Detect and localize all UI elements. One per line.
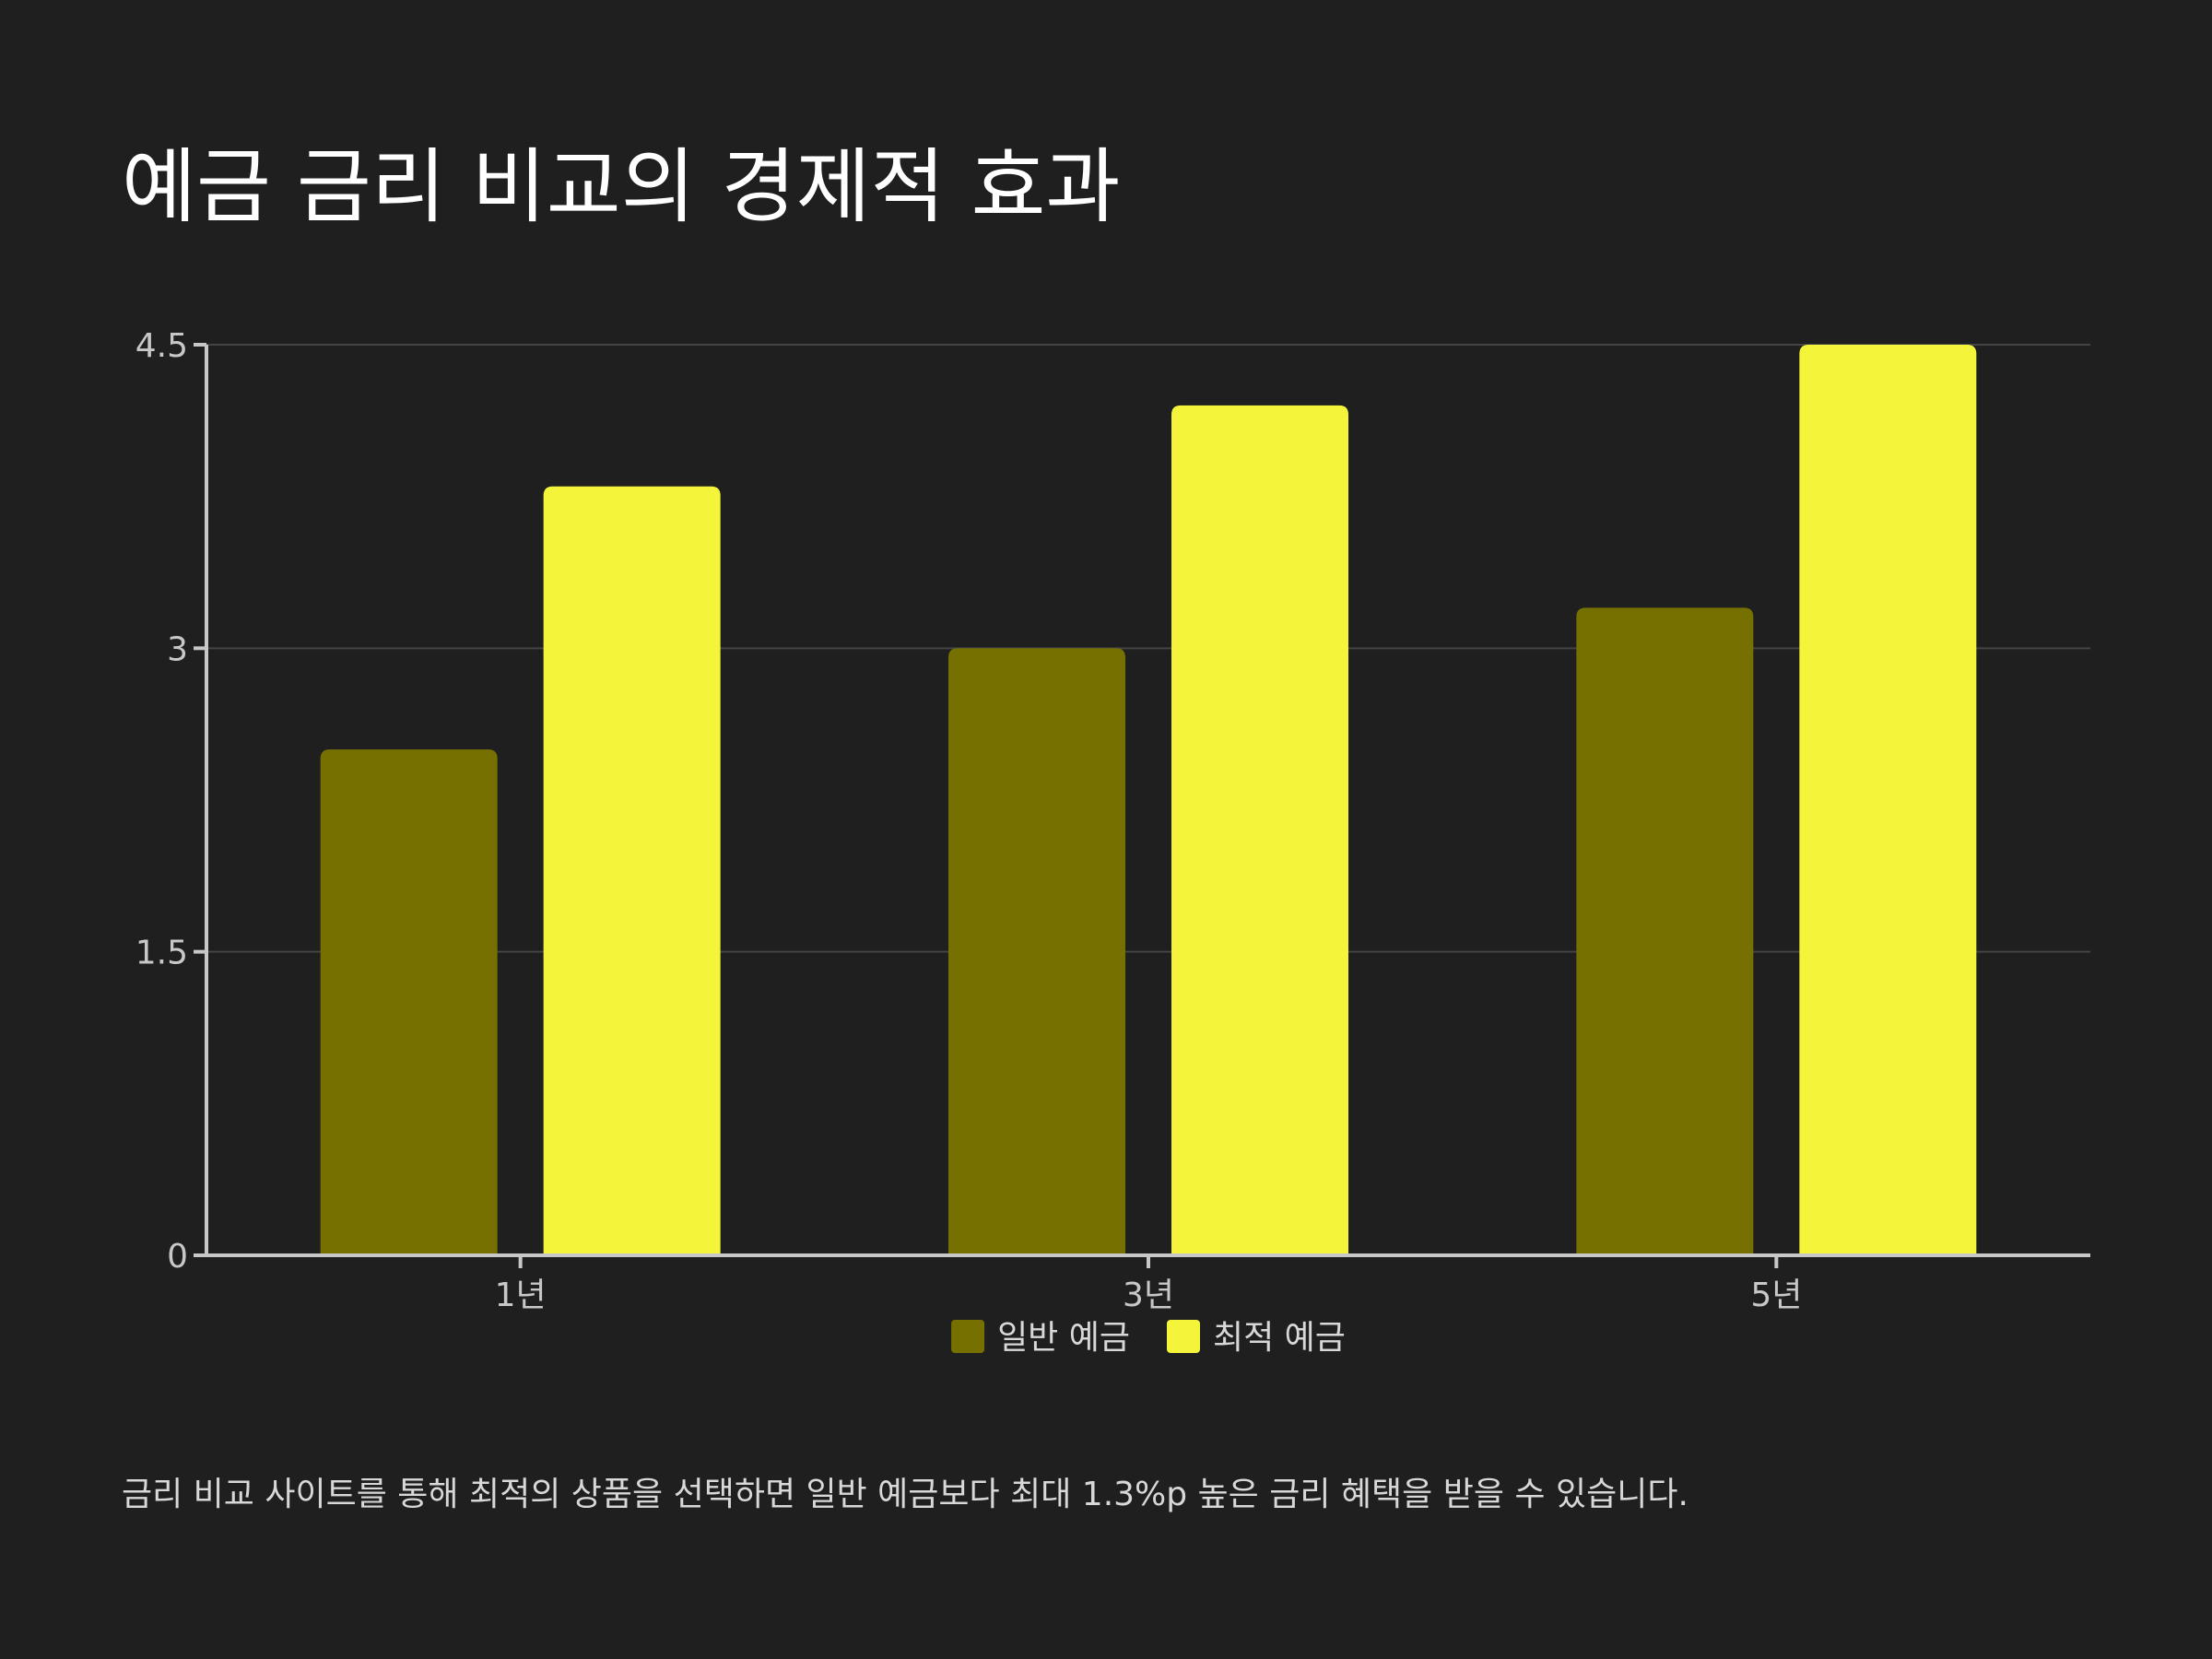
axes: 0 1.5 3 4.5 1년 3년 5년: [135, 327, 2090, 1314]
y-tick-label: 4.5: [135, 327, 188, 365]
x-tick-label: 1년: [495, 1277, 547, 1314]
gridlines: [206, 344, 2090, 953]
bar-optimal: [543, 486, 721, 1255]
x-tick-label: 5년: [1750, 1277, 1802, 1314]
y-tick-label: 3: [167, 630, 188, 668]
legend-label-optimal: 최적 예금: [1213, 1319, 1346, 1357]
bar-optimal: [1171, 405, 1348, 1255]
bar-normal: [320, 749, 498, 1255]
bar-normal: [948, 648, 1125, 1255]
legend-swatch-optimal: [1167, 1320, 1200, 1353]
legend: 일반 예금 최적 예금: [951, 1319, 1346, 1357]
chart-title: 예금 금리 비교의 경제적 효과: [122, 139, 1121, 234]
bar-optimal: [1799, 345, 1977, 1255]
y-tick-label: 1.5: [135, 935, 188, 972]
legend-swatch-normal: [951, 1320, 985, 1353]
chart-caption: 금리 비교 사이트를 통해 최적의 상품을 선택하면 일반 예금보다 최대 1.…: [122, 1476, 1688, 1513]
legend-label-normal: 일반 예금: [997, 1319, 1130, 1357]
y-tick-label: 0: [167, 1238, 188, 1276]
x-tick-label: 3년: [1123, 1277, 1174, 1314]
bars: [320, 345, 1977, 1255]
bar-normal: [1576, 607, 1754, 1255]
